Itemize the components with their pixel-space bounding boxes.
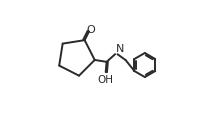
Text: O: O	[86, 25, 95, 35]
Text: N: N	[115, 44, 124, 54]
Text: OH: OH	[98, 75, 114, 84]
